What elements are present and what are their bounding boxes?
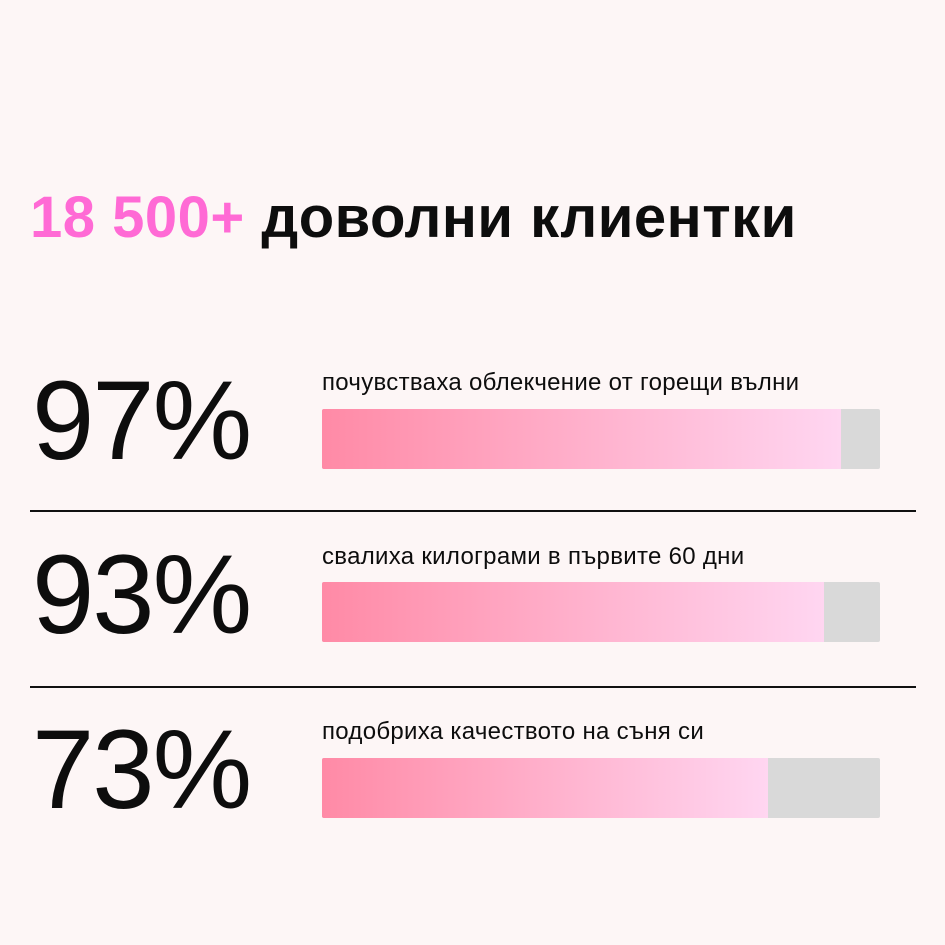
stat-description: свалиха килограми в първите 60 дни (322, 543, 745, 570)
stat-description: почувстваха облекчение от горещи вълни (322, 369, 800, 396)
divider (30, 510, 916, 512)
divider (30, 686, 916, 688)
headline: 18 500+ доволни клиентки (30, 183, 797, 253)
stat-percent: 93% (32, 532, 252, 657)
stat-row-hot-flashes: 97% почувстваха облекчение от горещи въл… (0, 360, 945, 500)
stat-description: подобриха качеството на съня си (322, 718, 705, 745)
progress-track (322, 582, 880, 642)
progress-fill (322, 582, 825, 642)
progress-track (322, 409, 880, 469)
stat-row-weight-loss: 93% свалиха килограми в първите 60 дни (0, 534, 945, 674)
progress-fill (322, 758, 769, 818)
stat-row-sleep-quality: 73% подобриха качеството на съня си (0, 709, 945, 849)
stat-percent: 97% (32, 358, 252, 483)
progress-track (322, 758, 880, 818)
progress-fill (322, 409, 841, 469)
headline-accent: 18 500+ (30, 185, 245, 250)
stat-percent: 73% (32, 707, 252, 832)
headline-text: доволни клиентки (261, 185, 797, 250)
